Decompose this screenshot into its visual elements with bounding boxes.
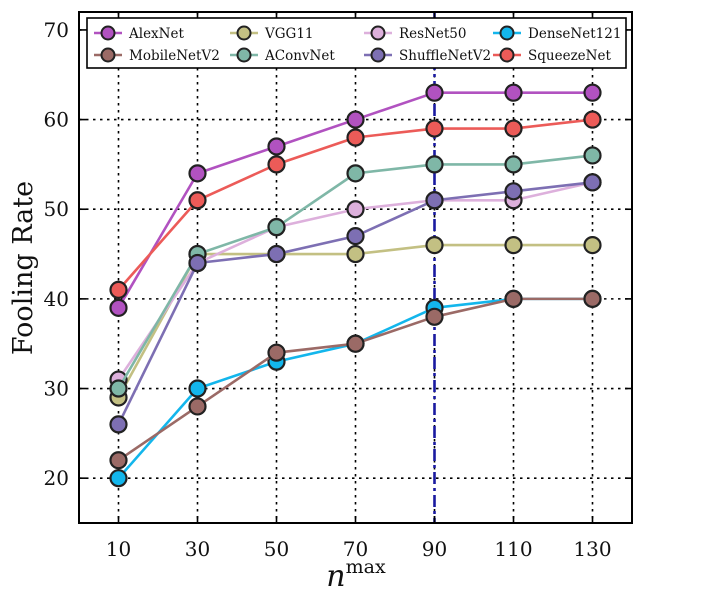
legend-item-resnet50: ResNet50 [364,25,467,42]
data-point-densenet121 [109,469,128,488]
data-point-mobilenetv2 [109,451,128,470]
legend-box [86,17,627,69]
legend-label-vgg11: VGG11 [264,26,314,42]
data-point-alexnet [188,164,207,183]
legend-item-alexnet: AlexNet [94,25,184,42]
y-tick-label: 20 [44,466,69,490]
x-tick-label: 10 [106,537,131,561]
data-point-shufflenetv2 [425,191,444,210]
y-tick-label: 50 [44,197,69,221]
legend-marker-shufflenetv2 [370,47,386,63]
series-alexnet [109,83,602,317]
data-point-shufflenetv2 [504,182,523,201]
data-point-shufflenetv2 [109,415,128,434]
x-axis-label: nmax [326,556,386,592]
data-point-alexnet [346,110,365,129]
data-point-squeezenet [346,128,365,147]
data-point-aconvnet [109,379,128,398]
data-point-squeezenet [425,119,444,138]
data-point-squeezenet [267,155,286,174]
legend-label-squeezenet: SqueezeNet [528,48,611,64]
data-point-aconvnet [346,164,365,183]
legend-label-alexnet: AlexNet [128,26,184,42]
data-point-mobilenetv2 [583,289,602,308]
legend-label-aconvnet: AConvNet [264,48,335,64]
x-tick-label: 30 [185,537,210,561]
data-point-vgg11 [425,235,444,255]
data-point-mobilenetv2 [346,334,365,353]
legend-label-densenet121: DenseNet121 [528,26,621,42]
data-point-aconvnet [425,155,444,174]
data-point-mobilenetv2 [188,397,207,416]
data-point-vgg11 [583,235,602,255]
data-point-squeezenet [188,191,207,210]
x-axis-label-superscript: max [346,556,386,578]
y-axis-label: Fooling Rate [8,181,39,355]
series-mobilenetv2 [109,289,602,470]
legend-label-shufflenetv2: ShuffleNetV2 [399,48,491,64]
legend-item-vgg11: VGG11 [230,25,314,42]
y-tick-label: 40 [44,287,69,311]
legend-marker-aconvnet [236,47,252,63]
legend-label-mobilenetv2: MobileNetV2 [129,48,220,64]
data-point-alexnet [109,298,128,317]
x-tick-label: 110 [494,537,532,561]
y-tick-label: 70 [44,18,69,42]
data-point-squeezenet [583,110,602,129]
legend-marker-resnet50 [370,25,386,41]
data-point-aconvnet [583,146,602,165]
data-point-shufflenetv2 [188,253,207,273]
x-tick-label: 90 [422,537,447,561]
data-point-vgg11 [504,235,523,255]
legend-marker-vgg11 [236,25,252,41]
legend-marker-alexnet [100,25,116,41]
data-point-alexnet [583,83,602,102]
data-point-mobilenetv2 [504,289,523,308]
data-point-shufflenetv2 [267,244,286,264]
data-point-aconvnet [504,155,523,174]
data-point-vgg11 [346,244,365,264]
legend-item-densenet121: DenseNet121 [493,25,621,42]
series-group [109,83,602,488]
y-tick-label: 60 [44,108,69,132]
data-point-shufflenetv2 [346,227,365,246]
data-point-aconvnet [267,218,286,237]
data-point-shufflenetv2 [583,173,602,192]
data-point-squeezenet [109,280,128,300]
legend-item-shufflenetv2: ShuffleNetV2 [364,47,491,64]
legend-marker-mobilenetv2 [100,47,116,63]
x-axis-label-base: n [326,559,345,592]
data-point-alexnet [504,83,523,102]
data-point-resnet50 [346,200,365,219]
x-tick-label: 50 [264,537,289,561]
x-tick-label: 70 [343,537,368,561]
series-shufflenetv2 [109,173,602,434]
legend-label-resnet50: ResNet50 [399,26,467,42]
data-point-mobilenetv2 [425,307,444,326]
series-squeezenet [109,110,602,300]
legend-item-aconvnet: AConvNet [230,47,335,64]
axis-ticks: 10 30 50 70 90 110 130 20 30 40 50 60 70 [44,12,632,561]
data-point-alexnet [267,137,286,156]
data-point-densenet121 [188,379,207,398]
legend: AlexNet VGG11 ResNet50 DenseNet121 MobileNet… [86,17,627,69]
legend-marker-densenet121 [499,25,515,41]
legend-item-mobilenetv2: MobileNetV2 [94,47,220,64]
data-point-squeezenet [504,119,523,138]
x-tick-label: 130 [573,537,611,561]
legend-marker-squeezenet [499,47,515,63]
data-point-alexnet [425,83,444,102]
data-point-mobilenetv2 [267,343,286,362]
legend-item-squeezenet: SqueezeNet [493,47,611,64]
y-tick-label: 30 [44,377,69,401]
